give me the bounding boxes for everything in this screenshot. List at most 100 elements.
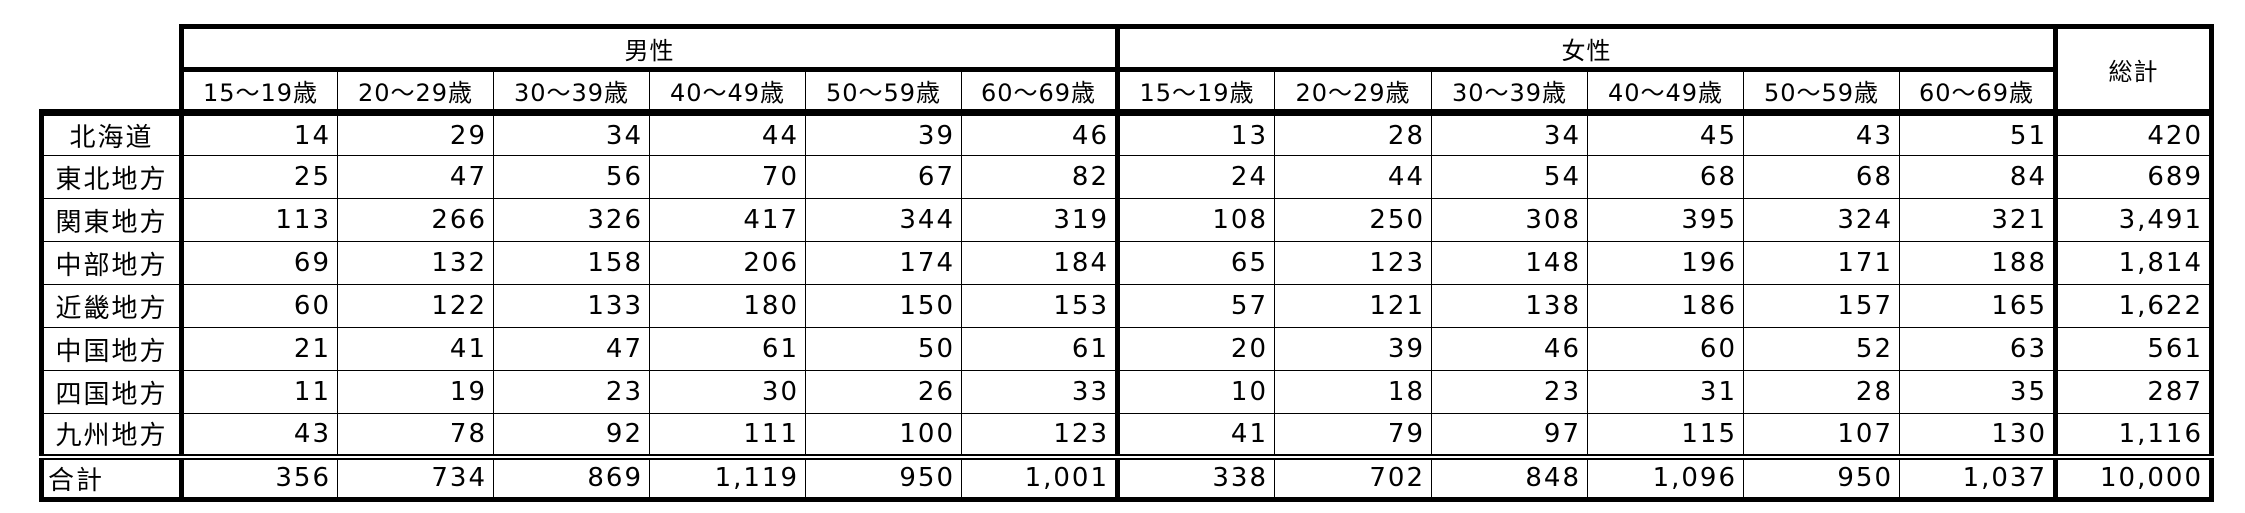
row-total-cell: 1,622 [2053, 284, 2214, 328]
table-row: 中部地方 69 132 158 206 174 184 65 123 148 196 171 188 1,… [39, 241, 2214, 285]
male-value-cell: 153 [961, 284, 1120, 328]
female-value-cell: 848 [1431, 453, 1588, 502]
female-value-cell: 51 [1899, 109, 2058, 156]
male-value-cell: 82 [961, 155, 1120, 199]
region-label: 北海道 [39, 109, 184, 156]
female-value-cell: 43 [1743, 109, 1900, 156]
male-value-cell: 184 [961, 241, 1120, 285]
male-value-cell: 78 [337, 413, 494, 457]
female-value-cell: 28 [1274, 109, 1432, 156]
female-value-cell: 123 [1274, 241, 1432, 285]
female-value-cell: 108 [1115, 198, 1275, 242]
total-label: 合計 [39, 453, 184, 502]
female-value-cell: 186 [1587, 284, 1744, 328]
male-value-cell: 950 [805, 453, 962, 502]
male-age-header: 60～69歳 [961, 69, 1120, 113]
female-age-header: 50～59歳 [1743, 69, 1900, 113]
male-value-cell: 41 [337, 327, 494, 371]
region-label: 関東地方 [39, 198, 184, 242]
male-value-cell: 92 [493, 413, 650, 457]
female-value-cell: 1,096 [1587, 453, 1744, 502]
female-value-cell: 196 [1587, 241, 1744, 285]
region-label: 中部地方 [39, 241, 184, 285]
male-age-header: 30～39歳 [493, 69, 650, 113]
female-value-cell: 23 [1431, 370, 1588, 414]
row-total-cell: 1,116 [2053, 413, 2214, 457]
row-total-cell: 561 [2053, 327, 2214, 371]
male-value-cell: 132 [337, 241, 494, 285]
male-value-cell: 113 [179, 198, 338, 242]
male-value-cell: 61 [961, 327, 1120, 371]
table-row: 関東地方 113 266 326 417 344 319 108 250 308 395 324 321… [39, 198, 2214, 242]
row-total-cell: 287 [2053, 370, 2214, 414]
female-value-cell: 20 [1115, 327, 1275, 371]
female-value-cell: 121 [1274, 284, 1432, 328]
male-value-cell: 122 [337, 284, 494, 328]
group-header-row: 男性 女性 総計 [42, 24, 2214, 113]
female-age-header: 40～49歳 [1587, 69, 1744, 113]
male-value-cell: 1,119 [649, 453, 806, 502]
table-row: 四国地方 11 19 23 30 26 33 10 18 23 31 28 35 287 [39, 370, 2214, 414]
female-value-cell: 84 [1899, 155, 2058, 199]
female-value-cell: 702 [1274, 453, 1432, 502]
male-value-cell: 60 [179, 284, 338, 328]
female-value-cell: 54 [1431, 155, 1588, 199]
male-value-cell: 44 [649, 109, 806, 156]
female-age-header: 15～19歳 [1115, 69, 1275, 113]
male-value-cell: 46 [961, 109, 1120, 156]
female-age-header: 60～69歳 [1899, 69, 2058, 113]
male-value-cell: 344 [805, 198, 962, 242]
female-value-cell: 950 [1743, 453, 1900, 502]
row-total-cell: 10,000 [2053, 453, 2214, 502]
region-label: 九州地方 [39, 413, 184, 457]
male-value-cell: 123 [961, 413, 1120, 457]
male-value-cell: 25 [179, 155, 338, 199]
male-value-cell: 206 [649, 241, 806, 285]
corner-cell [42, 27, 182, 70]
female-value-cell: 79 [1274, 413, 1432, 457]
male-value-cell: 111 [649, 413, 806, 457]
table-row: 九州地方 43 78 92 111 100 123 41 79 97 115 107 130 1,116 [39, 413, 2214, 457]
female-value-cell: 41 [1115, 413, 1275, 457]
female-value-cell: 68 [1587, 155, 1744, 199]
male-value-cell: 326 [493, 198, 650, 242]
male-value-cell: 23 [493, 370, 650, 414]
male-age-header: 40～49歳 [649, 69, 806, 113]
male-value-cell: 67 [805, 155, 962, 199]
male-age-header: 15～19歳 [179, 69, 338, 113]
female-value-cell: 57 [1115, 284, 1275, 328]
table-row: 東北地方 25 47 56 70 67 82 24 44 54 68 68 84 689 [39, 155, 2214, 199]
male-value-cell: 180 [649, 284, 806, 328]
male-value-cell: 158 [493, 241, 650, 285]
male-value-cell: 47 [337, 155, 494, 199]
male-value-cell: 43 [179, 413, 338, 457]
female-value-cell: 60 [1587, 327, 1744, 371]
row-total-cell: 3,491 [2053, 198, 2214, 242]
table-row: 中国地方 21 41 47 61 50 61 20 39 46 60 52 63 561 [39, 327, 2214, 371]
male-value-cell: 70 [649, 155, 806, 199]
female-value-cell: 324 [1743, 198, 1900, 242]
female-value-cell: 34 [1431, 109, 1588, 156]
male-value-cell: 69 [179, 241, 338, 285]
row-total-cell: 689 [2053, 155, 2214, 199]
female-value-cell: 10 [1115, 370, 1275, 414]
male-value-cell: 14 [179, 109, 338, 156]
male-value-cell: 26 [805, 370, 962, 414]
female-value-cell: 395 [1587, 198, 1744, 242]
female-value-cell: 138 [1431, 284, 1588, 328]
grand-total-header: 総計 [2053, 24, 2214, 113]
row-total-cell: 420 [2053, 109, 2214, 156]
male-value-cell: 39 [805, 109, 962, 156]
female-value-cell: 35 [1899, 370, 2058, 414]
male-value-cell: 133 [493, 284, 650, 328]
female-value-cell: 97 [1431, 413, 1588, 457]
female-value-cell: 18 [1274, 370, 1432, 414]
female-value-cell: 44 [1274, 155, 1432, 199]
male-value-cell: 29 [337, 109, 494, 156]
male-value-cell: 869 [493, 453, 650, 502]
male-value-cell: 100 [805, 413, 962, 457]
male-value-cell: 21 [179, 327, 338, 371]
female-value-cell: 148 [1431, 241, 1588, 285]
male-value-cell: 417 [649, 198, 806, 242]
row-total-cell: 1,814 [2053, 241, 2214, 285]
